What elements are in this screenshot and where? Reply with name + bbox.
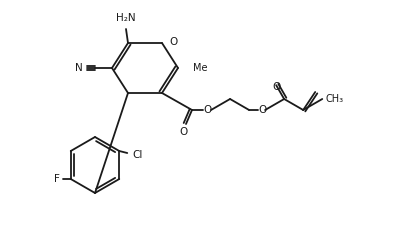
Text: N: N <box>75 63 83 73</box>
Text: Me: Me <box>193 63 207 73</box>
Text: O: O <box>179 127 187 137</box>
Text: O: O <box>272 82 280 92</box>
Text: F: F <box>54 174 60 184</box>
Text: O: O <box>203 105 211 115</box>
Text: H₂N: H₂N <box>116 13 136 23</box>
Text: CH₃: CH₃ <box>325 94 343 104</box>
Text: Cl: Cl <box>132 150 143 160</box>
Text: O: O <box>258 105 266 115</box>
Text: O: O <box>169 37 177 47</box>
